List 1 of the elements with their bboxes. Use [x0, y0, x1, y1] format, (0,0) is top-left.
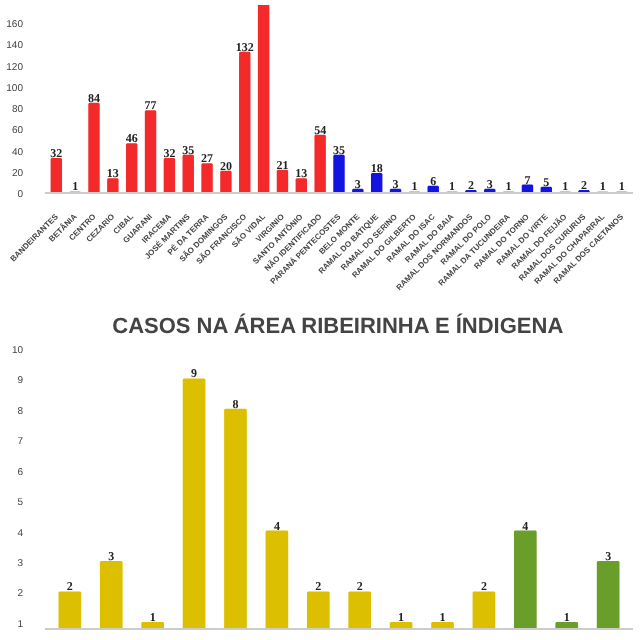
chart-title: CASOS NA ÁREA RIBEIRINHA E ÍNDIGENA — [112, 313, 564, 339]
